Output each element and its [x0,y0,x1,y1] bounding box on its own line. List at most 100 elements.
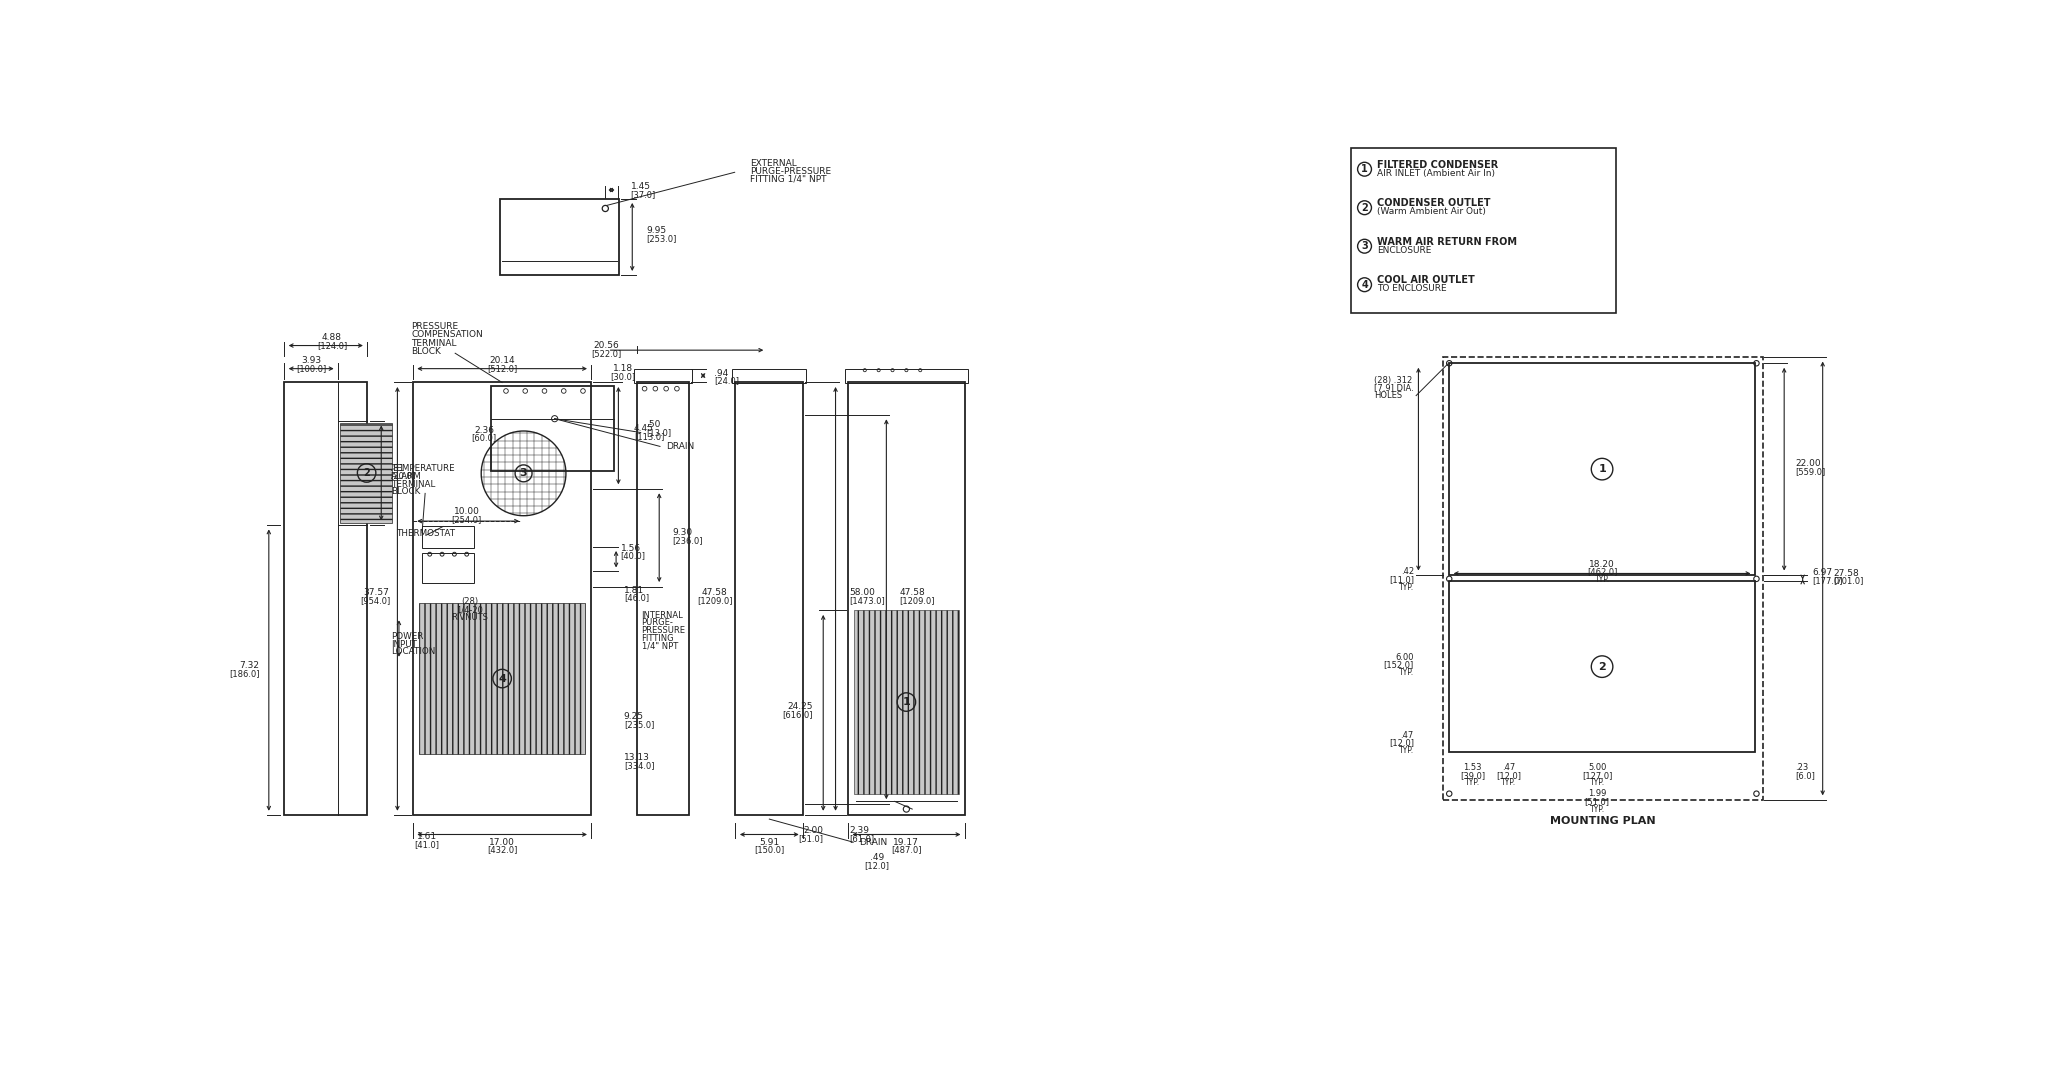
Text: 4: 4 [1362,279,1368,290]
Text: [152.0]: [152.0] [1384,660,1413,670]
Text: 9.30: 9.30 [672,529,692,537]
Text: [39.0]: [39.0] [1460,770,1485,780]
Text: FITTING: FITTING [641,633,674,643]
Text: 37.57: 37.57 [362,588,389,597]
Text: 5.00: 5.00 [1587,763,1606,771]
Text: 18.20: 18.20 [1589,560,1616,569]
Text: 2: 2 [1597,661,1606,672]
Bar [492,386,614,471]
Text: [512.0]: [512.0] [487,364,518,373]
Text: 5.91: 5.91 [760,838,780,846]
Text: [61.0]: [61.0] [850,834,874,843]
Text: [1473.0]: [1473.0] [850,596,885,605]
Text: 1.61: 1.61 [416,832,436,841]
Text: [487.0]: [487.0] [891,845,922,854]
Text: TYP.: TYP. [1589,778,1606,788]
Text: PRESSURE: PRESSURE [641,626,686,635]
Text: 47.58: 47.58 [899,588,926,597]
Text: [51.0]: [51.0] [799,834,823,843]
Text: [12.0]: [12.0] [864,860,889,870]
Text: .94: .94 [715,369,729,378]
Text: 20.14: 20.14 [489,356,514,366]
Text: 27.58: 27.58 [1833,568,1860,578]
Text: MOUNTING PLAN: MOUNTING PLAN [1550,816,1655,826]
Text: [235.0]: [235.0] [625,720,653,729]
Text: [20.0]: [20.0] [391,472,416,480]
Text: PRESSURE: PRESSURE [412,322,459,331]
Text: 1.45: 1.45 [631,182,651,192]
Text: [616.0]: [616.0] [782,709,813,719]
Text: LOCATION: LOCATION [391,647,436,657]
Bar [1444,357,1763,800]
Text: 2.00: 2.00 [803,826,823,836]
Text: 20.56: 20.56 [594,341,618,350]
Text: 1.53: 1.53 [1462,763,1481,771]
Text: 4.45: 4.45 [633,424,653,433]
Text: 4: 4 [498,674,506,684]
Text: 3: 3 [1362,241,1368,251]
Text: .49: .49 [870,853,885,862]
Text: .42: .42 [1401,567,1413,577]
Text: DRAIN: DRAIN [666,442,694,450]
Text: 9.95: 9.95 [645,227,666,235]
Text: CONDENSER OUTLET: CONDENSER OUTLET [1376,198,1491,208]
Text: [113.0]: [113.0] [633,432,664,441]
Text: TYP.: TYP. [1589,805,1606,813]
Text: TYP.: TYP. [1399,669,1413,677]
Text: EXTERNAL: EXTERNAL [750,159,797,168]
Text: 1.99: 1.99 [1587,790,1606,798]
Text: [559.0]: [559.0] [1794,467,1825,476]
Text: [41.0]: [41.0] [414,840,438,849]
Text: [150.0]: [150.0] [754,845,784,854]
Text: TYP.: TYP. [1501,778,1516,788]
Text: TERMINAL: TERMINAL [391,479,436,489]
Text: [334.0]: [334.0] [625,761,653,769]
Text: BLOCK: BLOCK [391,487,420,496]
Text: [46.0]: [46.0] [625,594,649,602]
Text: 10.00: 10.00 [453,507,479,517]
Text: [432.0]: [432.0] [487,845,518,854]
Text: PURGE-PRESSURE: PURGE-PRESSURE [750,167,831,177]
Text: [60.0]: [60.0] [471,433,498,442]
Bar [340,423,391,523]
Text: WARM AIR RETURN FROM: WARM AIR RETURN FROM [1376,236,1518,246]
Text: [7.9] DIA.: [7.9] DIA. [1374,383,1413,393]
Text: TO ENCLOSURE: TO ENCLOSURE [1376,284,1446,293]
Text: 2.36: 2.36 [475,426,494,434]
Bar [1352,148,1616,314]
Text: 47.58: 47.58 [702,588,727,597]
Text: (28) .312: (28) .312 [1374,376,1411,385]
Bar [1450,581,1755,752]
Text: [6.0]: [6.0] [1794,770,1815,780]
Text: ENCLOSURE: ENCLOSURE [1376,245,1432,255]
Text: [11.0]: [11.0] [1389,575,1413,584]
Text: .23: .23 [1794,763,1808,771]
Text: .47: .47 [1401,731,1413,739]
Text: [236.0]: [236.0] [672,536,702,545]
Text: [462.0]: [462.0] [1587,567,1618,577]
Text: 4.88: 4.88 [322,334,342,342]
Bar [500,199,618,275]
Text: .47: .47 [1501,763,1516,771]
Bar [735,382,803,815]
Text: [12.0]: [12.0] [1389,738,1413,747]
Text: [177.0]: [177.0] [1812,576,1843,585]
Text: [124.0]: [124.0] [317,341,346,350]
Text: .50: .50 [645,421,662,429]
Text: TYP.: TYP. [1464,778,1481,788]
Text: [100.0]: [100.0] [297,364,326,373]
Bar [733,369,807,382]
Text: TERMINAL: TERMINAL [412,339,457,348]
Text: FILTERED CONDENSER: FILTERED CONDENSER [1376,159,1497,169]
Text: 1.56: 1.56 [621,544,641,552]
Text: [12.0]: [12.0] [1495,770,1522,780]
Text: 1.18: 1.18 [612,364,633,373]
Text: [40.0]: [40.0] [621,551,645,561]
Text: TEMPERATURE: TEMPERATURE [391,464,455,473]
Bar [633,369,692,382]
Text: 13.13: 13.13 [625,753,649,762]
Text: 2: 2 [362,468,371,478]
Text: COMPENSATION: COMPENSATION [412,331,483,339]
Text: TYP.: TYP. [1399,583,1413,592]
Text: TYP.: TYP. [1595,575,1610,584]
